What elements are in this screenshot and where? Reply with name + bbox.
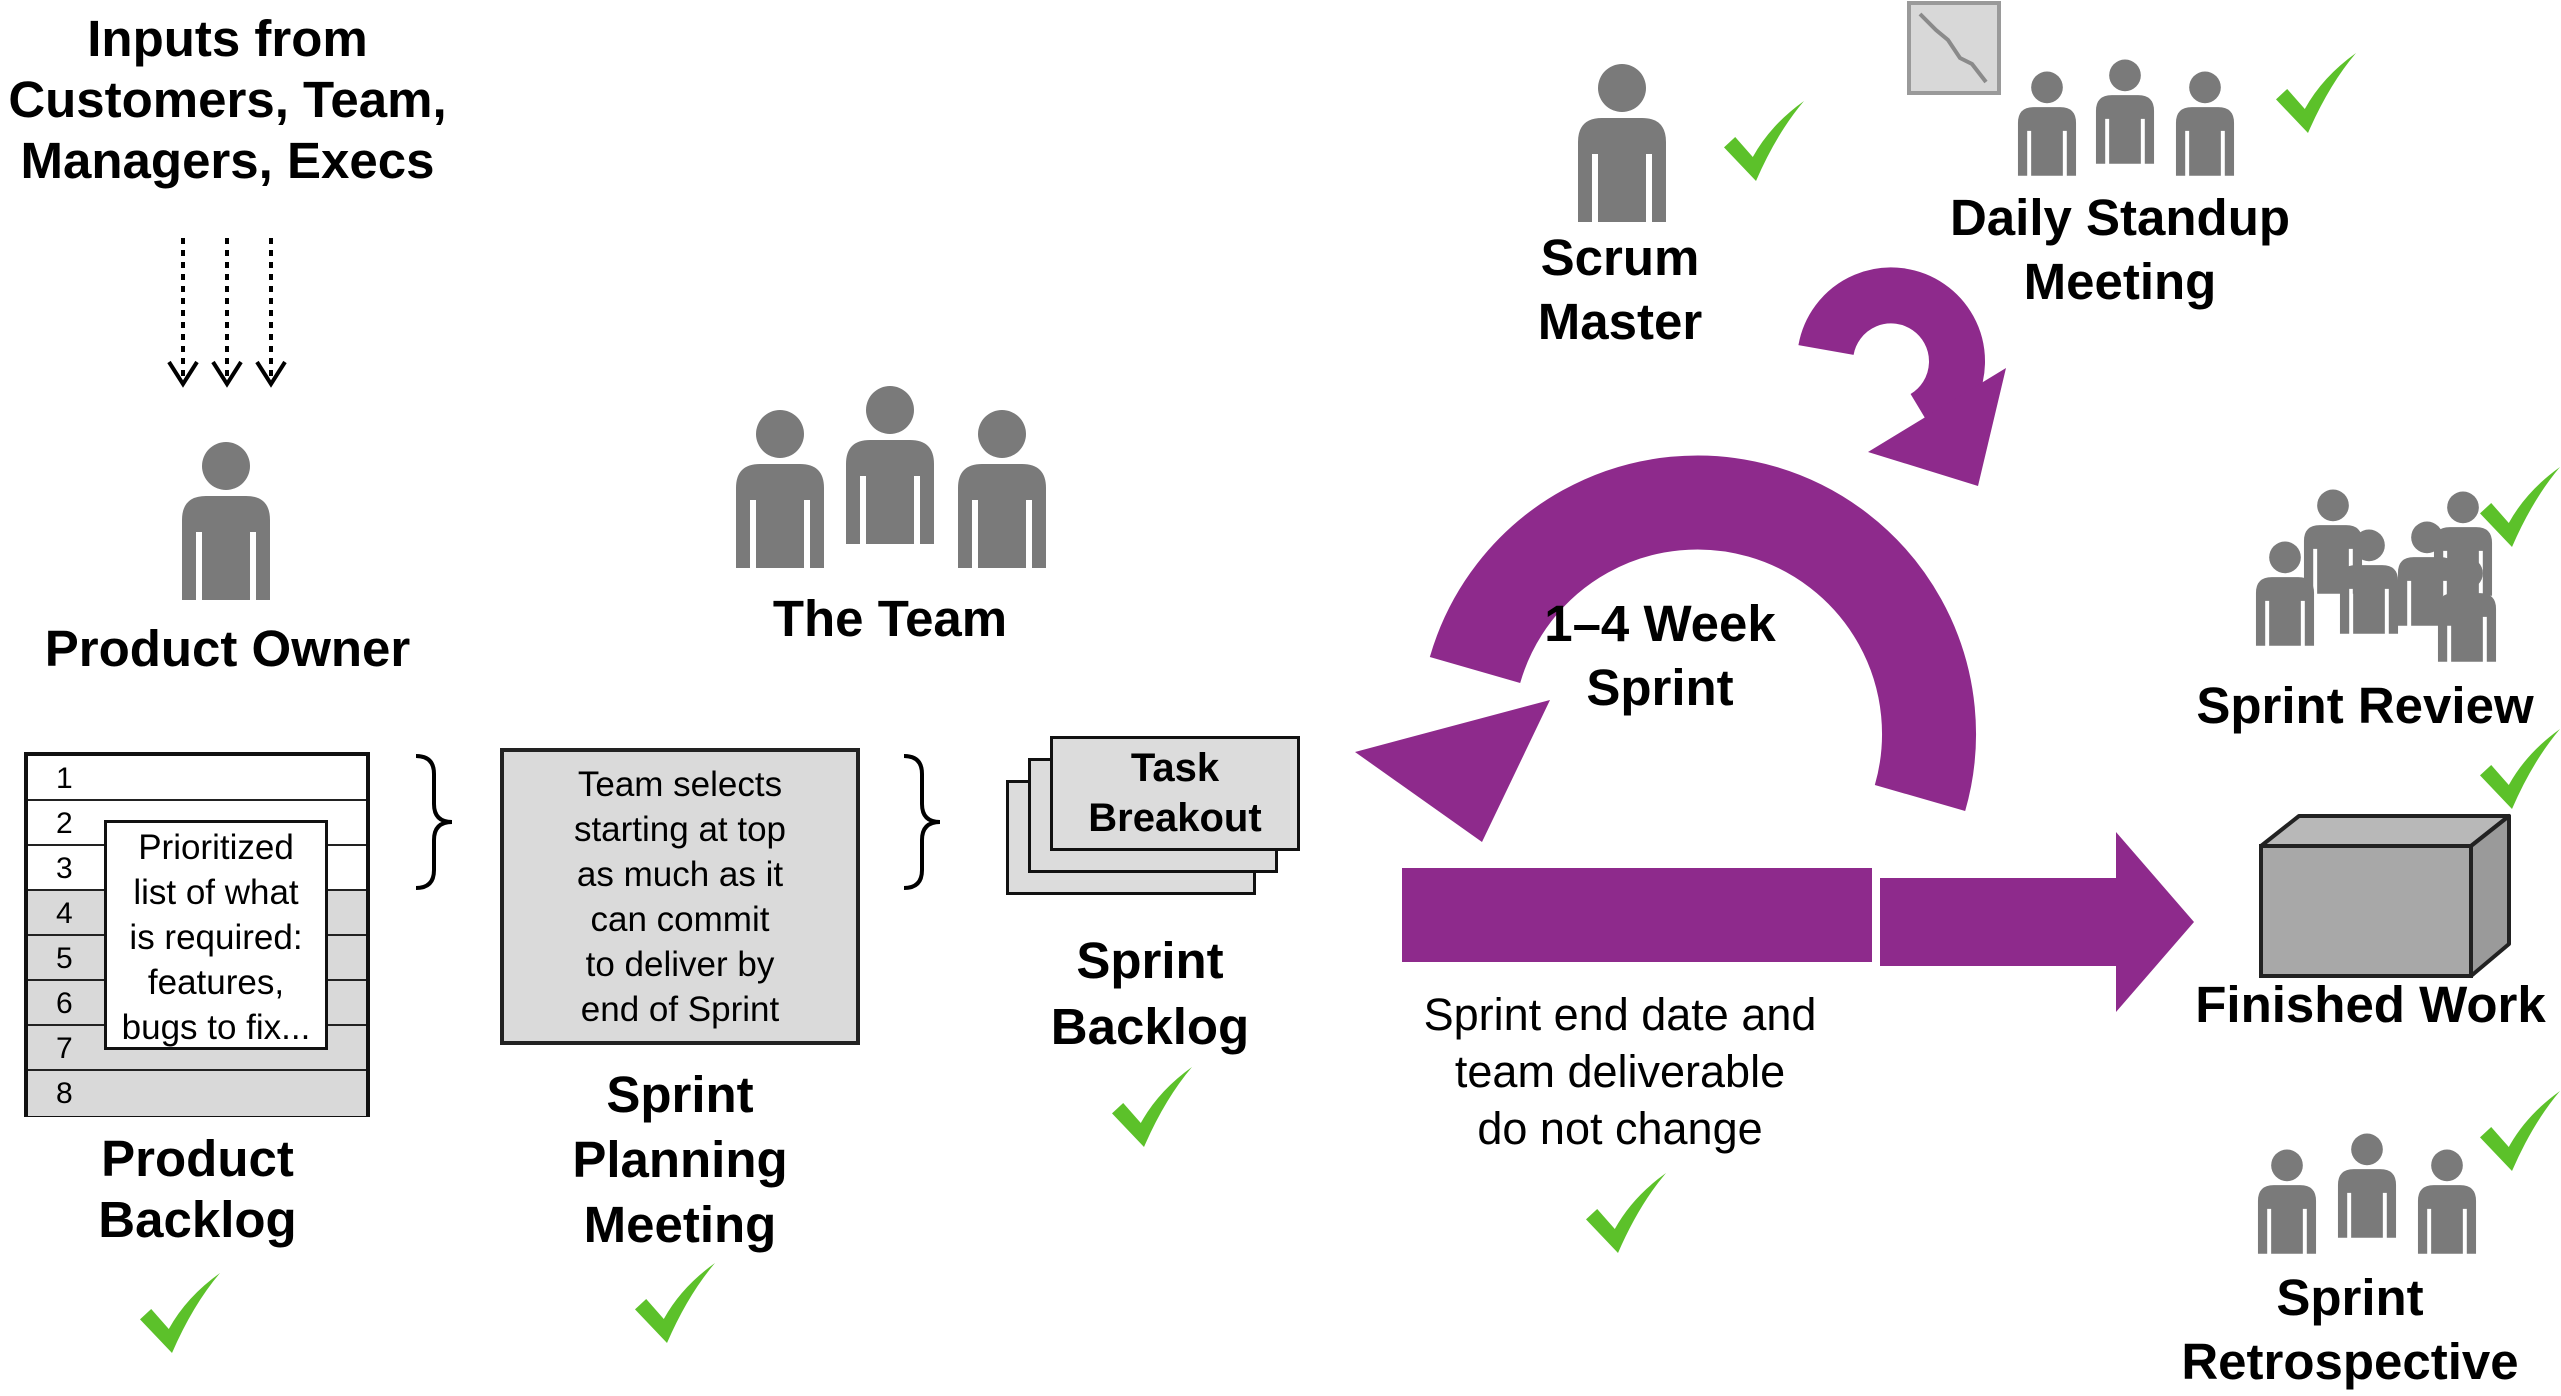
product-backlog-note: Prioritized list of what is required: fe… — [104, 820, 328, 1050]
check-icon — [1112, 1062, 1192, 1152]
inputs-label: Inputs from Customers, Team, Managers, E… — [8, 10, 447, 190]
deliver-arrow — [1880, 832, 2194, 1012]
team-member-icon — [952, 408, 1052, 568]
product-backlog-label: Product Backlog — [98, 1130, 297, 1249]
sprint-backlog-label: Sprint Backlog — [1050, 932, 1250, 1055]
check-icon — [1724, 96, 1804, 186]
team-member-icon — [730, 408, 830, 568]
product-owner-label: Product Owner — [44, 620, 411, 677]
check-icon — [2480, 462, 2560, 552]
check-icon — [1586, 1168, 1666, 1258]
check-icon — [2480, 724, 2560, 814]
input-arrows — [167, 238, 287, 388]
retro-member-icon — [2414, 1148, 2480, 1254]
product-owner-icon — [176, 440, 276, 600]
sprint-planning-note: Team selects starting at top as much as … — [500, 748, 860, 1045]
scrum-master-label: Scrum Master — [1537, 229, 1703, 350]
check-icon — [2480, 1086, 2560, 1176]
brace-icon — [415, 754, 453, 890]
backlog-row: 1 — [28, 756, 366, 801]
review-member-icon — [2336, 528, 2402, 634]
retro-member-icon — [2334, 1132, 2400, 1238]
sprint-cycle-label: 1–4 Week Sprint — [1544, 595, 1776, 716]
standup-member-icon — [2092, 58, 2158, 164]
review-member-icon — [2434, 556, 2500, 662]
brace-icon — [903, 754, 941, 890]
check-icon — [635, 1258, 715, 1348]
backlog-row: 8 — [28, 1071, 366, 1116]
check-icon — [140, 1268, 220, 1358]
retro-member-icon — [2254, 1148, 2320, 1254]
scrum-master-icon — [1572, 62, 1672, 222]
sprint-cycle-arrow — [1355, 267, 2006, 962]
sprint-review-label: Sprint Review — [2196, 677, 2534, 734]
team-member-icon — [840, 384, 940, 544]
burndown-thumbnail-icon — [1907, 1, 2001, 95]
finished-work-box-icon — [2259, 814, 2511, 978]
sprint-cycle-note: Sprint end date and team deliverable do … — [1423, 989, 1817, 1154]
sprint-planning-label: Sprint Planning Meeting — [572, 1066, 788, 1253]
check-icon — [2276, 48, 2356, 138]
finished-work-label: Finished Work — [2195, 976, 2546, 1033]
daily-standup-label: Daily Standup Meeting — [1949, 189, 2291, 310]
standup-member-icon — [2014, 70, 2080, 176]
team-label: The Team — [772, 590, 1008, 647]
standup-member-icon — [2172, 70, 2238, 176]
retrospective-label: Sprint Retrospective — [2181, 1269, 2519, 1390]
task-breakout-card: Task Breakout — [1050, 736, 1300, 851]
